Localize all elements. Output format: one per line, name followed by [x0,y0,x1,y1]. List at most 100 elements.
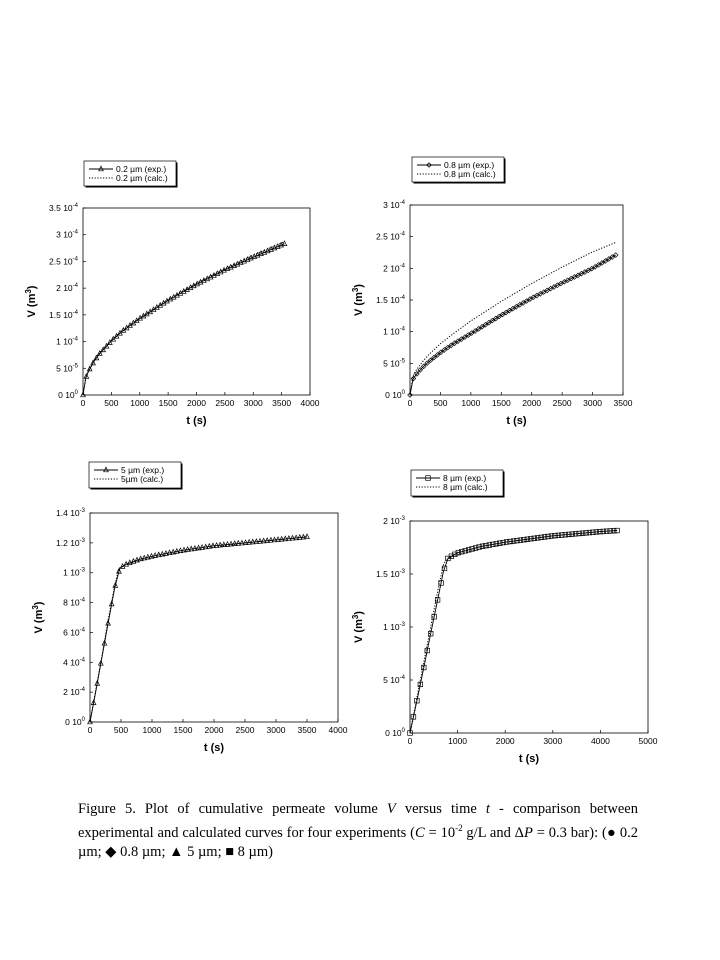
data-point-exp [278,535,285,542]
data-point-exp [93,354,100,361]
data-point-exp [606,256,612,262]
data-point-exp [159,550,166,557]
data-point-exp [520,300,526,306]
data-point-exp [496,313,502,320]
data-point-exp [595,262,602,268]
caption-var-v: V [386,801,396,817]
data-point-exp [163,550,169,556]
data-point-exp [296,533,303,540]
data-point-exp [80,391,86,398]
data-point-exp [600,528,606,535]
x-axis-label: t (s) [186,415,207,427]
data-point-exp [506,307,513,314]
y-tick-label: 0 100 [385,728,406,738]
data-point-exp [116,567,122,574]
data-point-exp [202,543,209,550]
y-tick-label: 3 10-4 [383,200,406,210]
chart-panel-1: 0 500 1000 1500 2000 2500 3000 3500 4000 0 100 5 1… [24,160,320,427]
data-point-exp [500,539,506,546]
data-point-exp [148,552,155,559]
plot-frame [89,512,339,723]
legend-marker-exp [98,165,104,172]
series-line-exp [89,536,308,723]
data-point-exp [534,292,540,299]
data-point-exp [479,324,485,330]
data-point-exp [421,664,427,671]
data-point-exp [83,373,90,379]
legend-label-calc: 0.2 µm (calc.) [116,173,168,183]
data-point-exp [417,367,424,373]
legend-marker-exp [426,162,432,168]
y-axis-label: V (m3) [31,601,45,633]
data-point-exp [510,538,517,544]
x-tick-label: 2000 [187,398,206,408]
series-line-calc [82,241,285,396]
x-tick-label: 2500 [215,398,234,408]
x-axis-label: t (s) [519,753,540,765]
data-point-exp [213,542,220,548]
data-point-exp [592,264,598,270]
y-axis-label: V (m3) [351,284,365,316]
data-point-exp [267,536,274,543]
data-point-exp [538,534,544,541]
x-tick-label: 2500 [236,725,255,735]
data-point-exp [231,540,238,547]
data-point-exp [235,539,242,546]
data-point-exp [452,551,458,557]
data-point-exp [177,547,184,553]
data-point-exp [472,328,478,334]
data-point-exp [562,532,568,538]
data-point-exp [551,284,557,290]
data-point-exp [407,392,413,398]
data-point-exp [410,375,417,382]
x-tick-label: 2000 [522,398,541,408]
caption-text-2: versus time [395,801,486,817]
data-point-exp [96,350,103,356]
x-tick-label: 3000 [543,736,562,746]
y-tick-label: 5 10-5 [383,358,406,368]
data-point-exp [523,298,530,304]
x-axis-label: t (s) [204,742,225,754]
data-point-exp [293,534,300,541]
series-line-calc [409,241,616,396]
data-point-exp [414,371,420,377]
x-tick-label: 3000 [244,398,263,408]
data-point-exp [566,531,572,538]
data-point-exp [100,346,107,353]
y-tick-label: 2 10-3 [383,516,406,526]
y-tick-label: 2 10-4 [383,263,406,273]
data-point-exp [86,365,93,372]
data-point-exp [513,303,520,310]
data-point-exp [612,252,619,258]
legend-marker-exp [425,475,431,481]
data-point-exp [597,529,603,535]
data-point-exp [166,549,173,556]
caption-text-5: g/L and Δ [462,824,525,841]
data-point-exp [499,311,506,318]
data-point-exp [576,530,582,537]
data-point-exp [593,529,600,535]
data-point-exp [424,360,430,366]
data-point-exp [428,631,434,637]
x-tick-label: 500 [104,398,118,408]
data-point-exp [517,537,524,543]
legend-label-exp: 8 µm (exp.) [443,473,486,483]
data-point-exp [105,619,111,626]
plot-frame [82,207,311,396]
x-tick-label: 0 [408,398,413,408]
data-point-exp [559,532,565,538]
x-tick-label: 1000 [143,725,162,735]
data-point-exp [181,546,187,553]
caption-var-t: t [485,801,490,817]
x-tick-label: 1500 [174,725,193,735]
data-point-exp [607,528,613,534]
data-point-exp [483,542,489,549]
y-tick-label: 2 10-4 [63,687,86,697]
data-point-exp [465,332,472,338]
data-point-exp [547,285,554,292]
data-point-exp [510,305,516,312]
data-point-exp [224,540,231,547]
data-point-exp [455,338,461,344]
data-point-exp [126,559,133,565]
y-tick-label: 3.5 10-4 [49,203,79,213]
